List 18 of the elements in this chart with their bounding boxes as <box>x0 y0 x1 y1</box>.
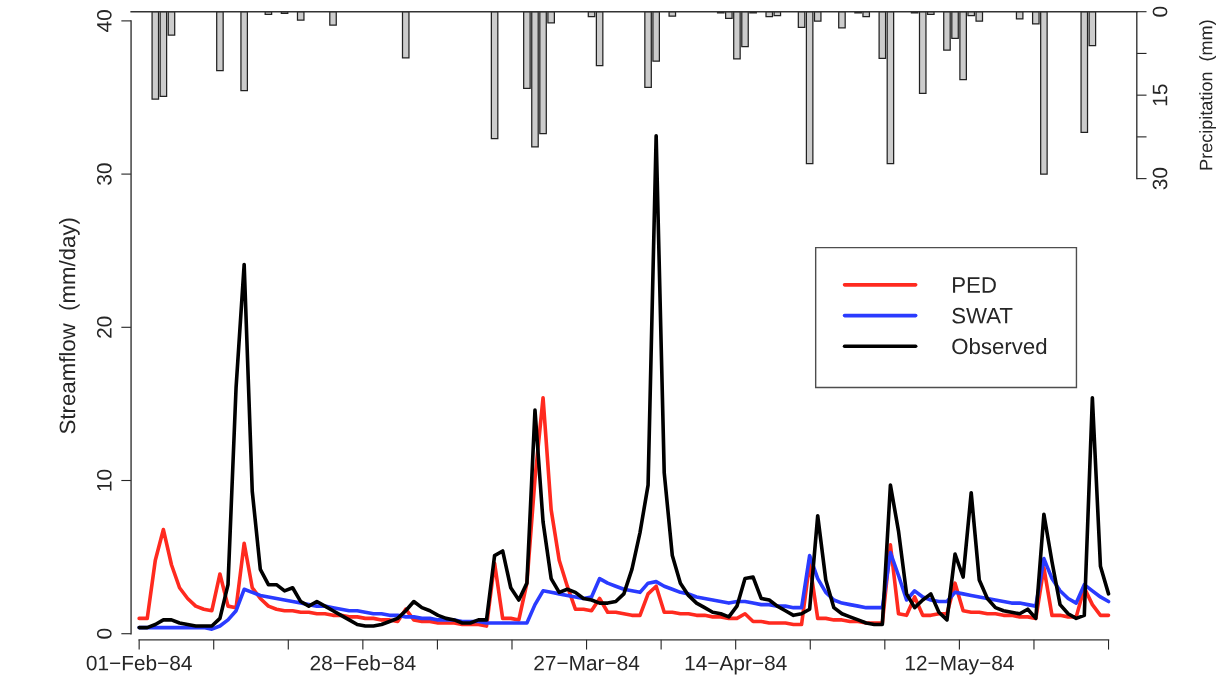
y2-tick-label: 0 <box>1152 6 1168 17</box>
x-tick-label: 14−Apr−84 <box>685 655 787 675</box>
y-axis-title: Streamflow (mm/day) <box>58 218 80 434</box>
x-tick-label: 12−May−84 <box>905 655 1014 675</box>
y-tick-label: 30 <box>96 163 112 185</box>
y-tick-label: 0 <box>96 628 112 639</box>
legend-label: SWAT <box>952 307 1013 324</box>
y-tick-label: 20 <box>96 316 112 338</box>
x-tick-label: 28−Feb−84 <box>310 655 416 671</box>
y2-tick-label: 15 <box>1152 84 1168 106</box>
y-tick-label: 10 <box>96 469 112 491</box>
y2-axis-title: Precipitation (mm) <box>1199 20 1216 170</box>
x-tick-label: 27−Mar−84 <box>534 655 640 671</box>
y2-tick-label: 30 <box>1152 167 1168 190</box>
legend-label: Observed <box>952 337 1047 355</box>
legend-label: PED <box>953 277 996 293</box>
x-tick-label: 01−Feb−84 <box>86 655 192 671</box>
y-tick-label: 40 <box>96 10 112 32</box>
